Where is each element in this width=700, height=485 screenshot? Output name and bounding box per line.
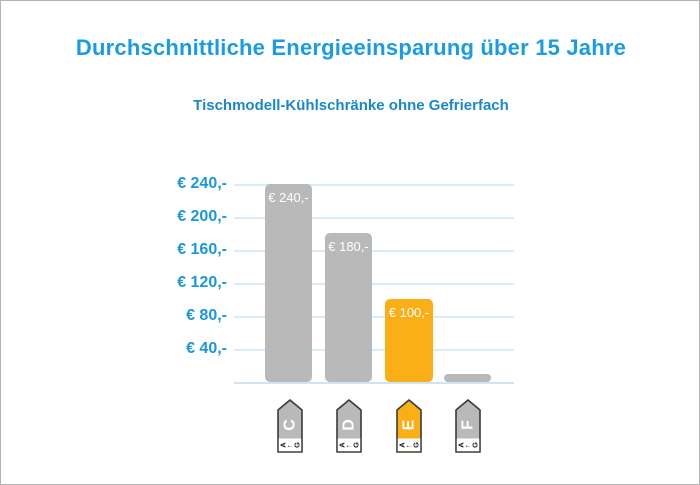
scale-letter-g: G — [293, 442, 302, 448]
scale-letter-a: A — [279, 442, 288, 448]
bar-value-label — [444, 374, 491, 380]
scale-letter-a: A — [338, 442, 347, 448]
bar-class-e: € 100,- — [385, 299, 433, 382]
bar-value-label: € 180,- — [328, 239, 369, 254]
scale-letter-g: G — [352, 442, 361, 448]
page-subtitle: Tischmodell-Kühlschränke ohne Gefrierfac… — [193, 97, 509, 114]
page-title: Durchschnittliche Energieeinsparung über… — [75, 35, 627, 60]
left-arrow-icon: ← — [405, 441, 413, 450]
bar-class-f — [444, 374, 491, 382]
scale-letter-a: A — [398, 442, 407, 448]
x-axis-baseline — [234, 382, 514, 384]
badge-class-letter: D — [341, 419, 358, 431]
energy-class-badge-c: C A ← G — [275, 398, 305, 455]
badge-class-letter: C — [282, 419, 299, 431]
energy-label-icon: D A ← G — [336, 399, 362, 453]
scale-letter-g: G — [471, 442, 480, 448]
bar-class-c: € 240,- — [265, 184, 312, 382]
left-arrow-icon: ← — [286, 441, 294, 450]
gridline-40 — [234, 349, 514, 351]
gridline-80 — [234, 316, 514, 318]
scale-letter-a: A — [457, 442, 466, 448]
bar-value-label: € 100,- — [388, 305, 430, 320]
y-axis-tick-label: € 200,- — [177, 208, 227, 225]
gridline-200 — [234, 217, 514, 219]
badge-scale-strip — [397, 438, 421, 452]
energy-label-icon: F A ← G — [455, 399, 481, 453]
left-arrow-icon: ← — [464, 441, 472, 450]
energy-class-badge-f: F A ← G — [453, 398, 483, 455]
energy-class-badge-e: E A ← G — [394, 398, 424, 455]
bar-class-d: € 180,- — [325, 233, 372, 382]
y-axis-tick-label: € 240,- — [177, 175, 227, 192]
badge-class-letter: E — [401, 419, 418, 430]
y-axis-tick-label: € 40,- — [186, 340, 227, 357]
scale-letter-g: G — [412, 442, 421, 448]
gridline-240 — [234, 184, 514, 186]
y-axis-tick-label: € 80,- — [186, 307, 227, 324]
energy-label-icon: C A ← G — [277, 399, 303, 453]
energy-label-icon: E A ← G — [396, 399, 422, 453]
y-axis-tick-label: € 160,- — [177, 241, 227, 258]
left-arrow-icon: ← — [345, 441, 353, 450]
badge-scale-strip — [337, 438, 361, 452]
badge-class-letter: F — [460, 420, 477, 430]
gridline-120 — [234, 283, 514, 285]
badge-scale-strip — [278, 438, 302, 452]
bar-value-label: € 240,- — [268, 190, 309, 205]
energy-class-badge-d: D A ← G — [334, 398, 364, 455]
gridline-160 — [234, 250, 514, 252]
y-axis-tick-label: € 120,- — [177, 274, 227, 291]
badge-scale-strip — [456, 438, 480, 452]
